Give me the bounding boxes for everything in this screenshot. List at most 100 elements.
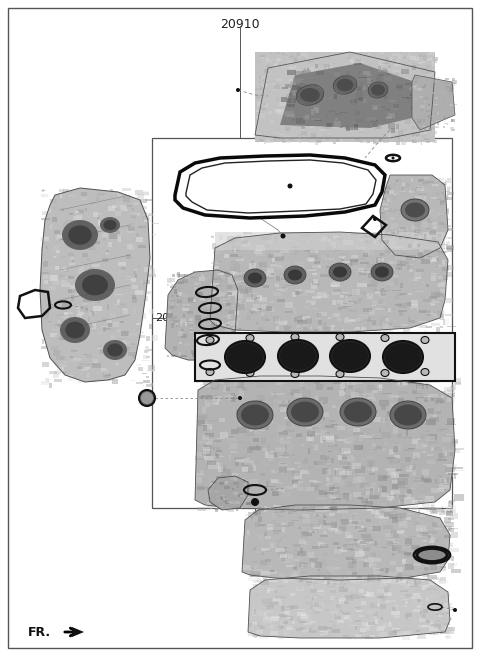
Bar: [429, 581, 433, 585]
Bar: [431, 606, 438, 610]
Bar: [249, 445, 252, 450]
Bar: [405, 544, 413, 546]
Bar: [293, 125, 294, 127]
Bar: [424, 379, 430, 384]
Bar: [298, 58, 299, 61]
Bar: [404, 99, 408, 101]
Bar: [223, 415, 226, 417]
Bar: [403, 110, 410, 111]
Bar: [123, 288, 128, 289]
Bar: [409, 190, 414, 194]
Bar: [377, 506, 384, 510]
Bar: [177, 299, 182, 303]
Bar: [417, 87, 420, 91]
Bar: [298, 274, 306, 278]
Bar: [50, 333, 57, 337]
Bar: [288, 124, 291, 127]
Bar: [315, 396, 319, 401]
Bar: [426, 66, 429, 70]
Bar: [335, 444, 337, 446]
Bar: [317, 306, 321, 308]
Bar: [373, 103, 375, 105]
Bar: [270, 571, 277, 575]
Bar: [42, 339, 45, 344]
Bar: [329, 435, 339, 439]
Bar: [145, 291, 151, 294]
Bar: [319, 120, 320, 121]
Bar: [302, 531, 312, 536]
Bar: [390, 459, 394, 462]
Bar: [416, 398, 418, 401]
Bar: [428, 241, 432, 243]
Bar: [300, 481, 302, 483]
Bar: [408, 402, 414, 406]
Bar: [423, 251, 429, 252]
Bar: [375, 124, 381, 129]
Bar: [433, 226, 437, 229]
Bar: [346, 118, 350, 119]
Bar: [384, 307, 387, 310]
Bar: [247, 447, 252, 453]
Bar: [253, 580, 262, 583]
Bar: [347, 535, 353, 538]
Bar: [358, 125, 362, 126]
Bar: [449, 500, 456, 502]
Bar: [307, 68, 309, 70]
Bar: [395, 579, 399, 581]
Bar: [307, 579, 312, 581]
Bar: [298, 81, 302, 84]
Bar: [443, 319, 445, 325]
Bar: [313, 252, 316, 253]
Bar: [363, 112, 365, 115]
Bar: [289, 69, 292, 71]
Bar: [432, 92, 435, 94]
Bar: [278, 77, 280, 81]
Bar: [449, 449, 454, 454]
Bar: [275, 558, 284, 560]
Bar: [256, 87, 263, 90]
Bar: [365, 636, 372, 639]
Bar: [279, 266, 282, 267]
Bar: [291, 93, 294, 94]
Bar: [116, 201, 123, 206]
Bar: [356, 138, 362, 142]
Bar: [285, 122, 288, 126]
Bar: [234, 379, 241, 386]
Bar: [432, 508, 442, 510]
Bar: [273, 89, 276, 91]
Bar: [415, 397, 424, 398]
Bar: [441, 510, 447, 512]
Bar: [427, 529, 436, 535]
Bar: [341, 455, 350, 457]
Bar: [287, 141, 289, 144]
Bar: [146, 356, 150, 358]
Bar: [269, 276, 275, 278]
Bar: [330, 516, 338, 522]
Bar: [401, 187, 404, 190]
Bar: [446, 188, 450, 192]
Bar: [328, 586, 336, 587]
Bar: [211, 357, 215, 361]
Bar: [74, 211, 79, 213]
Bar: [309, 70, 316, 73]
Bar: [313, 121, 315, 125]
Bar: [250, 310, 255, 313]
Bar: [274, 470, 279, 473]
Bar: [382, 510, 384, 515]
Bar: [230, 305, 236, 306]
Bar: [325, 76, 329, 79]
Bar: [283, 577, 286, 582]
Bar: [453, 104, 456, 105]
Bar: [282, 87, 288, 89]
Bar: [264, 616, 268, 621]
Bar: [362, 613, 364, 617]
Bar: [280, 596, 288, 598]
Bar: [339, 586, 343, 588]
Bar: [410, 201, 417, 205]
Bar: [71, 350, 77, 352]
Bar: [425, 409, 434, 413]
Bar: [266, 240, 271, 245]
Bar: [430, 209, 435, 213]
Bar: [389, 54, 391, 58]
Bar: [383, 476, 389, 479]
